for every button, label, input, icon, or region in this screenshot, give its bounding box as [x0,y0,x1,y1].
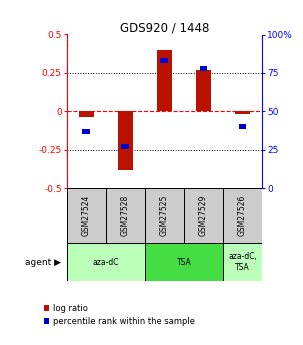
Title: GDS920 / 1448: GDS920 / 1448 [120,21,209,34]
Bar [200,66,207,71]
Text: GSM27526: GSM27526 [238,195,247,236]
Bar [122,144,129,149]
FancyBboxPatch shape [223,243,262,281]
Bar [196,70,211,111]
FancyBboxPatch shape [67,188,106,243]
Text: GSM27525: GSM27525 [160,195,169,236]
FancyBboxPatch shape [106,188,145,243]
Bar [161,58,168,63]
Legend: log ratio, percentile rank within the sample: log ratio, percentile rank within the sa… [44,304,195,326]
Text: agent ▶: agent ▶ [25,258,61,267]
FancyBboxPatch shape [145,243,223,281]
Bar [79,111,94,117]
FancyBboxPatch shape [223,188,262,243]
Text: GSM27528: GSM27528 [121,195,130,236]
Text: aza-dC,
TSA: aza-dC, TSA [228,253,257,272]
Bar [239,124,246,129]
FancyBboxPatch shape [145,188,184,243]
Bar [235,111,250,114]
FancyBboxPatch shape [184,188,223,243]
Text: aza-dC: aza-dC [92,258,119,267]
Bar [157,50,172,111]
FancyBboxPatch shape [67,188,262,243]
Text: GSM27529: GSM27529 [199,195,208,236]
Bar [118,111,133,170]
Text: GSM27524: GSM27524 [82,195,91,236]
Bar [82,129,90,134]
Text: TSA: TSA [177,258,191,267]
FancyBboxPatch shape [67,243,145,281]
